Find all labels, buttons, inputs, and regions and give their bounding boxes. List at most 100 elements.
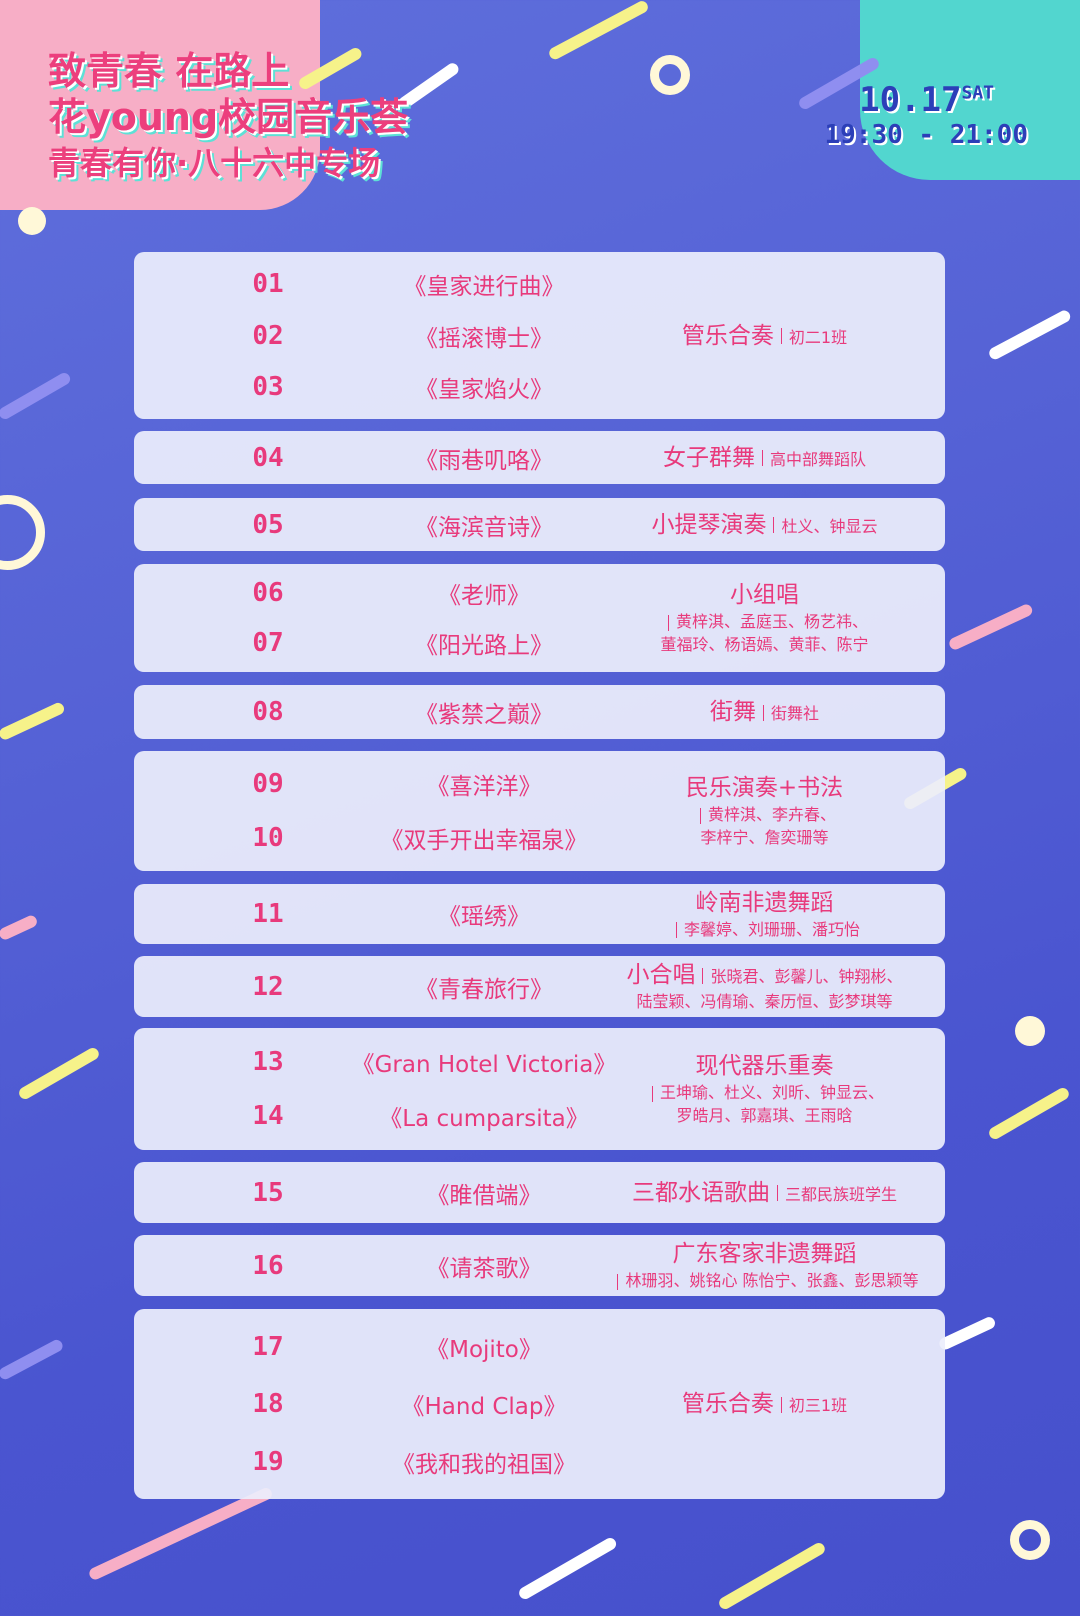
deco-stick	[987, 308, 1073, 362]
item-number: 10	[252, 822, 284, 853]
program-card: 09 《喜洋洋》 10 《双手开出幸福泉》 民乐演奏+书法 黄梓淇、李卉春、 李梓宁、詹奕珊…	[134, 751, 945, 871]
deco-stick	[0, 370, 73, 422]
date-value: 10.17	[859, 80, 962, 120]
item-number: 16	[252, 1250, 284, 1281]
program-item: 07 《阳光路上》	[134, 623, 614, 663]
performer-names-line: 黄梓淇、孟庭玉、杨艺祎、	[675, 612, 868, 631]
program-items: 11 《瑶绣》	[134, 884, 614, 944]
performer-block: 广东客家非遗舞蹈 林珊羽、姚铭心 陈怡宁、张鑫、彭思颖等	[584, 1235, 945, 1296]
performance-type-label: 街舞	[709, 699, 756, 725]
item-number: 18	[252, 1389, 284, 1419]
program-card: 16 《请茶歌》 广东客家非遗舞蹈 林珊羽、姚铭心 陈怡宁、张鑫、彭思颖等	[134, 1235, 945, 1296]
performance-type: 岭南非遗舞蹈	[696, 888, 834, 918]
deco-stick	[0, 1337, 65, 1382]
performer-names: 张晓君、彭馨儿、钟翔彬、	[710, 967, 903, 986]
program-items: 06 《老师》 07 《阳光路上》	[134, 564, 614, 672]
performer-names-line: 董福玲、杨语嫣、黄菲、陈宁	[660, 635, 869, 654]
performer-names: 李馨婷、刘珊珊、潘巧怡	[669, 918, 860, 941]
performance-type: 现代器乐重奏	[696, 1051, 834, 1081]
program-items: 12 《青春旅行》	[134, 956, 614, 1017]
deco-stick	[717, 1540, 827, 1612]
program-item: 12 《青春旅行》	[134, 967, 614, 1007]
song-title: 《Gran Hotel Victoria》	[351, 1052, 617, 1078]
separator	[699, 807, 701, 824]
performer-names: 街舞社	[770, 704, 819, 723]
performance-type: 广东客家非遗舞蹈	[673, 1239, 857, 1269]
deco-stick	[517, 1535, 619, 1602]
song-title: 《双手开出幸福泉》	[380, 827, 588, 854]
program-item: 01 《皇家进行曲》	[134, 264, 614, 304]
song-title: 《摇滚博士》	[415, 325, 553, 352]
program-card: 11 《瑶绣》 岭南非遗舞蹈 李馨婷、刘珊珊、潘巧怡	[134, 884, 945, 944]
event-date: 10.17SAT	[859, 80, 994, 120]
performance-type: 街舞 街舞社	[710, 697, 819, 727]
performance-type-label: 岭南非遗舞蹈	[695, 889, 834, 916]
performer-block: 小提琴演奏 杜义、钟显云	[584, 498, 945, 551]
item-number: 08	[252, 697, 284, 727]
separator	[702, 967, 704, 984]
performance-type: 管乐合奏 初三1班	[682, 1389, 847, 1419]
program-items: 04 《雨巷叽咯》	[134, 431, 614, 484]
song-title: 《皇家进行曲》	[403, 273, 565, 300]
program-items: 17 《Mojito》 18 《Hand Clap》 19 《我和我的祖国》	[134, 1309, 614, 1499]
performer-names: 陆莹颖、冯倩瑜、秦历恒、彭梦琪等	[636, 990, 892, 1013]
song-title: 《瑶绣》	[438, 904, 530, 930]
program-item: 18 《Hand Clap》	[134, 1384, 614, 1424]
performer-block: 管乐合奏 初三1班	[584, 1309, 945, 1499]
program-item: 04 《雨巷叽咯》	[134, 438, 614, 478]
performer-names: 罗皓月、郭嘉琪、王雨晗	[676, 1104, 852, 1127]
performer-names: 董福玲、杨语嫣、黄菲、陈宁	[660, 633, 868, 656]
performer-block: 岭南非遗舞蹈 李馨婷、刘珊珊、潘巧怡	[584, 884, 945, 944]
performer-names: 初三1班	[788, 1396, 848, 1415]
program-card: 15 《睢借端》 三都水语歌曲 三都民族班学生	[134, 1162, 945, 1223]
performance-type-label: 广东客家非遗舞蹈	[672, 1241, 857, 1267]
song-title: 《青春旅行》	[415, 976, 553, 1003]
song-title: 《La cumparsita》	[379, 1106, 589, 1132]
pink-corner-shape	[0, 0, 320, 210]
performance-type-label: 小合唱	[626, 962, 696, 988]
performance-type-label: 小提琴演奏	[651, 511, 767, 538]
deco-ring	[0, 495, 45, 570]
separator	[675, 922, 677, 938]
song-title: 《请茶歌》	[426, 1255, 542, 1282]
performer-names: 杜义、钟显云	[781, 516, 878, 536]
item-number: 06	[252, 578, 284, 609]
program-card: 12 《青春旅行》 小合唱 张晓君、彭馨儿、钟翔彬、陆莹颖、冯倩瑜、秦历恒、彭梦琪等	[134, 956, 945, 1017]
program-card: 04 《雨巷叽咯》 女子群舞 高中部舞蹈队	[134, 431, 945, 484]
performance-type: 管乐合奏 初二1班	[682, 321, 847, 351]
program-card: 08 《紫禁之巅》 街舞 街舞社	[134, 685, 945, 739]
separator	[651, 1085, 653, 1102]
performance-type: 民乐演奏+书法	[686, 773, 843, 803]
event-time: 19:30 - 21:00	[824, 120, 1029, 150]
separator	[761, 450, 763, 466]
item-number: 13	[252, 1047, 284, 1077]
program-items: 08 《紫禁之巅》	[134, 685, 614, 739]
teal-corner-shape	[860, 0, 1080, 180]
deco-stick	[0, 913, 39, 942]
separator	[762, 704, 764, 721]
program-item: 19 《我和我的祖国》	[134, 1442, 614, 1482]
performer-block: 小组唱黄梓淇、孟庭玉、杨艺祎、董福玲、杨语嫣、黄菲、陈宁	[584, 564, 945, 672]
program-item: 14 《La cumparsita》	[134, 1096, 614, 1136]
program-item: 10 《双手开出幸福泉》	[134, 818, 614, 858]
program-item: 15 《睢借端》	[134, 1173, 614, 1213]
deco-stick	[547, 0, 650, 62]
program-item: 17 《Mojito》	[134, 1327, 614, 1367]
performer-block: 小合唱 张晓君、彭馨儿、钟翔彬、陆莹颖、冯倩瑜、秦历恒、彭梦琪等	[584, 956, 945, 1017]
performer-names-line: 李梓宁、詹奕珊等	[700, 828, 829, 847]
performer-names: 初二1班	[788, 327, 848, 347]
song-title: 《皇家焰火》	[415, 377, 553, 404]
song-title: 《Hand Clap》	[401, 1394, 567, 1420]
deco-ring	[1010, 1520, 1050, 1560]
performance-type-label: 小组唱	[730, 582, 799, 608]
item-number: 01	[252, 268, 284, 299]
separator	[780, 1396, 782, 1413]
title-line-2: 花young校园音乐荟	[48, 95, 409, 139]
song-title: 《雨巷叽咯》	[415, 447, 553, 474]
program-items: 01 《皇家进行曲》 02 《摇滚博士》 03 《皇家焰火》	[134, 252, 614, 419]
item-number: 07	[252, 627, 284, 658]
performer-block: 三都水语歌曲 三都民族班学生	[584, 1162, 945, 1223]
program-items: 05 《海滨音诗》	[134, 498, 614, 551]
program-item: 11 《瑶绣》	[134, 894, 614, 934]
program-card: 01 《皇家进行曲》 02 《摇滚博士》 03 《皇家焰火》 管乐合奏 初二1班	[134, 252, 945, 419]
